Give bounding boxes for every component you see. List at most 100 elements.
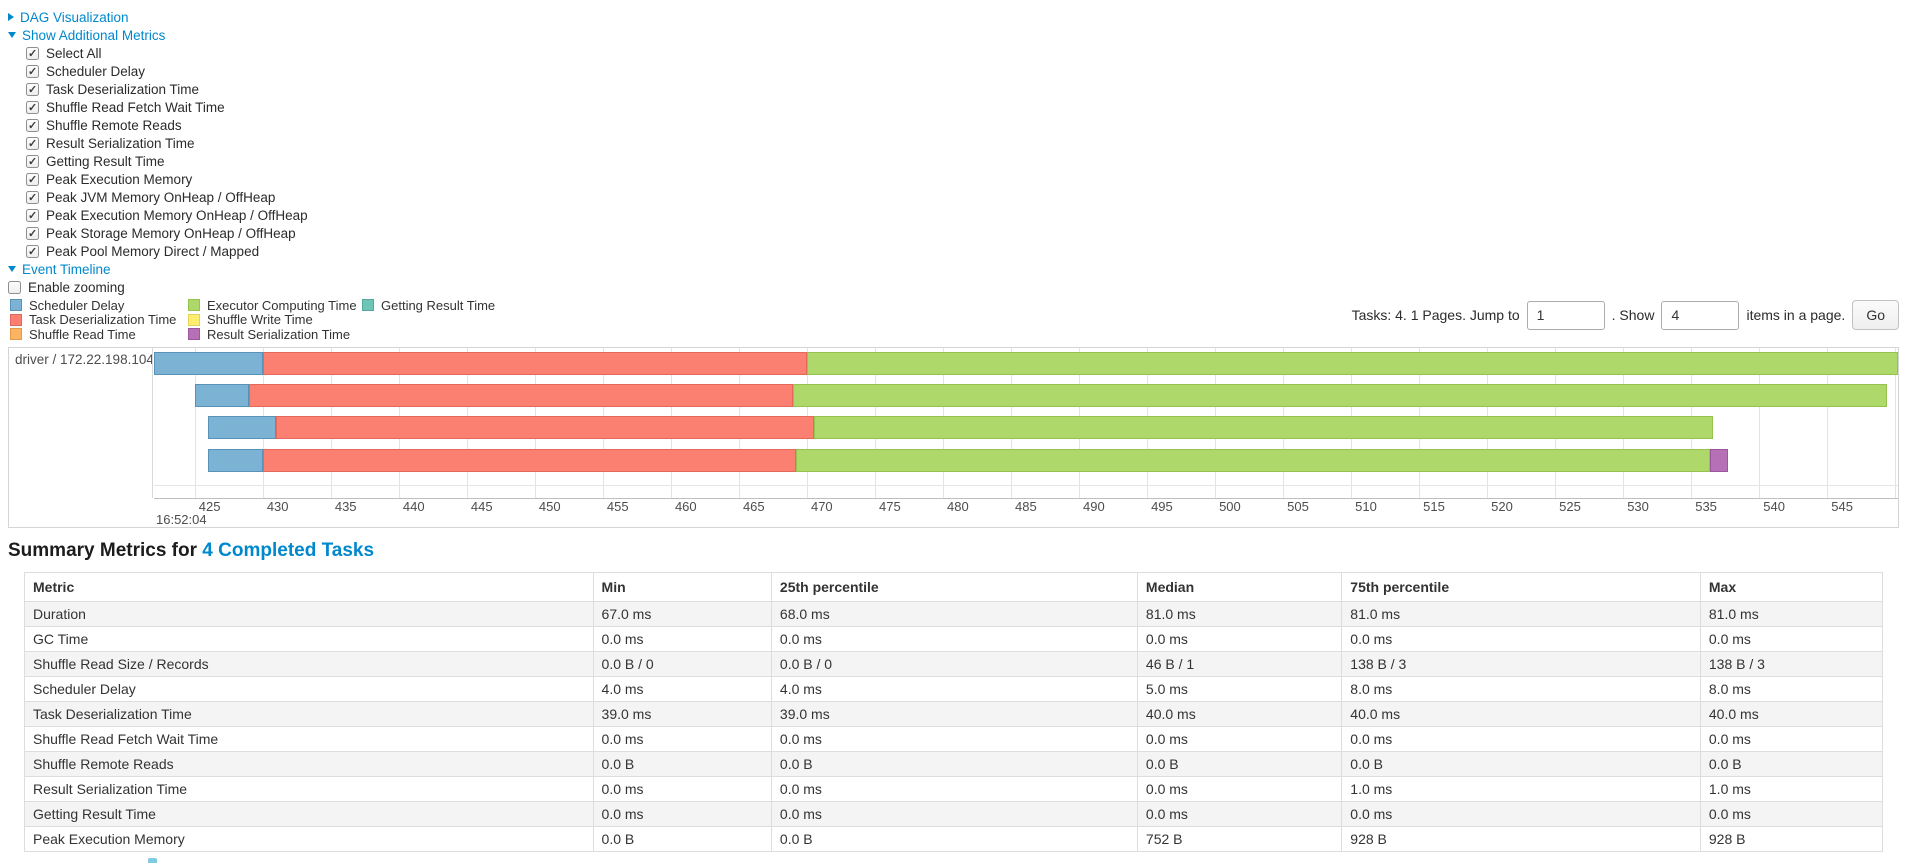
- timeline-axis-labels: 425 430 435 440 445 450 455 460 465 470 475 480 485 4…: [154, 499, 1898, 514]
- task-bar-segment-task-deserialization[interactable]: [262, 352, 807, 375]
- summary-table-cell: 40.0 ms: [1136, 701, 1343, 727]
- legend-color-swatch: [362, 299, 374, 312]
- enable-zooming-checkbox[interactable]: [8, 280, 21, 294]
- legend-item: Shuffle Read Time: [10, 327, 188, 342]
- axis-tick: [1419, 486, 1421, 498]
- axis-tick: [262, 486, 264, 498]
- metric-checkbox[interactable]: [26, 226, 39, 240]
- metric-checkbox[interactable]: [26, 46, 39, 60]
- summary-table-cell: 81.0 ms: [1341, 601, 1701, 627]
- metric-checkbox-row: Peak JVM Memory OnHeap / OffHeap: [0, 188, 1907, 206]
- metric-checkbox[interactable]: [26, 82, 39, 96]
- axis-tick-label: 540: [1763, 499, 1785, 514]
- task-bar-segment-scheduler-delay[interactable]: [208, 449, 263, 472]
- legend-item: Scheduler Delay: [10, 298, 188, 313]
- items-per-page-input[interactable]: [1661, 300, 1740, 330]
- axis-tick: [1351, 486, 1353, 498]
- metric-checkbox[interactable]: [26, 118, 39, 132]
- metric-checkbox[interactable]: [26, 208, 39, 222]
- metric-checkbox[interactable]: [26, 100, 39, 114]
- summary-table-cell: 0.0 ms: [592, 801, 772, 827]
- summary-column-header: Max: [1699, 572, 1884, 602]
- summary-table-cell: 4.0 ms: [592, 676, 772, 702]
- task-bar-segment-executor-computing[interactable]: [796, 449, 1711, 472]
- axis-tick-label: 535: [1695, 499, 1717, 514]
- axis-tick: [330, 486, 332, 498]
- task-bar-segment-scheduler-delay[interactable]: [208, 416, 277, 439]
- metric-checkbox-row: Shuffle Read Fetch Wait Time: [0, 98, 1907, 116]
- timeline-major-time-label: 16:52:04: [156, 512, 207, 527]
- summary-table-cell: 928 B: [1699, 826, 1884, 852]
- summary-table-cell: Shuffle Read Fetch Wait Time: [24, 726, 594, 752]
- show-additional-metrics-toggle[interactable]: Show Additional Metrics: [0, 26, 1907, 44]
- legend-label: Shuffle Read Time: [29, 326, 136, 342]
- gridline: [1759, 348, 1761, 485]
- metric-checkbox-label: Select All: [46, 45, 102, 61]
- summary-table-cell: 8.0 ms: [1699, 676, 1884, 702]
- event-timeline-label: Event Timeline: [22, 261, 111, 277]
- metric-checkbox[interactable]: [26, 190, 39, 204]
- axis-tick-label: 450: [538, 499, 561, 514]
- legend-color-swatch: [188, 328, 200, 341]
- summary-table-cell: 4.0 ms: [770, 676, 1138, 702]
- summary-table-cell: 67.0 ms: [592, 601, 772, 627]
- axis-tick: [602, 486, 604, 498]
- task-bar-segment-task-deserialization[interactable]: [262, 449, 797, 472]
- summary-table-cell: 39.0 ms: [770, 701, 1138, 727]
- summary-table-cell: Result Serialization Time: [24, 776, 594, 802]
- axis-tick: [1691, 486, 1693, 498]
- summary-column-header: Median: [1136, 572, 1343, 602]
- summary-table-cell: 0.0 B: [770, 826, 1138, 852]
- axis-tick-label: 525: [1559, 499, 1581, 514]
- axis-tick-label: 550: [1895, 499, 1898, 514]
- summary-table-cell: 0.0 B: [592, 826, 772, 852]
- task-bar-segment-task-deserialization[interactable]: [249, 384, 794, 407]
- task-bar-segment-executor-computing[interactable]: [813, 416, 1713, 439]
- summary-table-cell: 0.0 B: [592, 751, 772, 777]
- task-bar-segment-executor-computing[interactable]: [806, 352, 1898, 375]
- task-bar-segment-scheduler-delay[interactable]: [194, 384, 250, 407]
- summary-table-cell: 0.0 B / 0: [592, 651, 772, 677]
- task-row-3: [154, 416, 1898, 439]
- jump-to-page-input[interactable]: [1526, 300, 1605, 330]
- axis-tick-label: 425: [198, 499, 221, 514]
- gridline: [1827, 348, 1829, 485]
- axis-tick-label: 505: [1287, 499, 1309, 514]
- metric-checkbox[interactable]: [26, 244, 39, 258]
- metric-checkbox[interactable]: [26, 154, 39, 168]
- task-bar-segment-result-serialization[interactable]: [1710, 449, 1728, 472]
- task-bar-segment-task-deserialization[interactable]: [276, 416, 814, 439]
- axis-tick: [1827, 486, 1829, 498]
- show-additional-metrics-label: Show Additional Metrics: [22, 27, 166, 43]
- summary-table-row: Duration 67.0 ms 68.0 ms 81.0 ms 81.0 ms 81.0…: [24, 601, 1884, 627]
- axis-tick: [1555, 486, 1557, 498]
- axis-tick-label: 530: [1627, 499, 1649, 514]
- axis-tick: [1283, 486, 1285, 498]
- summary-table-cell: 0.0 ms: [1136, 801, 1343, 827]
- summary-table-cell: 0.0 B: [1136, 751, 1343, 777]
- task-bar-segment-scheduler-delay[interactable]: [154, 352, 263, 375]
- metric-checkbox[interactable]: [26, 136, 39, 150]
- summary-table-cell: 0.0 ms: [1341, 626, 1701, 652]
- dag-visualization-toggle[interactable]: DAG Visualization: [0, 8, 1907, 26]
- summary-table-cell: 0.0 ms: [1699, 726, 1884, 752]
- timeline-group-column: driver / 172.22.198.104: [9, 348, 153, 498]
- summary-table-header-row: Metric Min 25th percentile Median 75th perce…: [24, 572, 1884, 602]
- axis-tick-label: 435: [334, 499, 357, 514]
- task-row-2: [154, 384, 1898, 407]
- task-bar-segment-executor-computing[interactable]: [793, 384, 1888, 407]
- event-timeline-toggle[interactable]: Event Timeline: [0, 260, 1907, 278]
- summary-table-cell: 40.0 ms: [1699, 701, 1884, 727]
- go-button[interactable]: Go: [1852, 300, 1899, 330]
- completed-tasks-link[interactable]: 4 Completed Tasks: [202, 540, 375, 561]
- summary-table-cell: 39.0 ms: [592, 701, 772, 727]
- gridline: [194, 348, 196, 485]
- metric-checkbox[interactable]: [26, 64, 39, 78]
- metric-checkbox-row: Peak Execution Memory: [0, 170, 1907, 188]
- summary-table-cell: 0.0 ms: [770, 626, 1138, 652]
- metric-checkbox[interactable]: [26, 172, 39, 186]
- metric-checkbox-label: Peak JVM Memory OnHeap / OffHeap: [46, 189, 276, 205]
- legend-item: Result Serialization Time: [188, 327, 362, 342]
- axis-tick-label: 510: [1355, 499, 1377, 514]
- summary-column-header: Min: [592, 572, 772, 602]
